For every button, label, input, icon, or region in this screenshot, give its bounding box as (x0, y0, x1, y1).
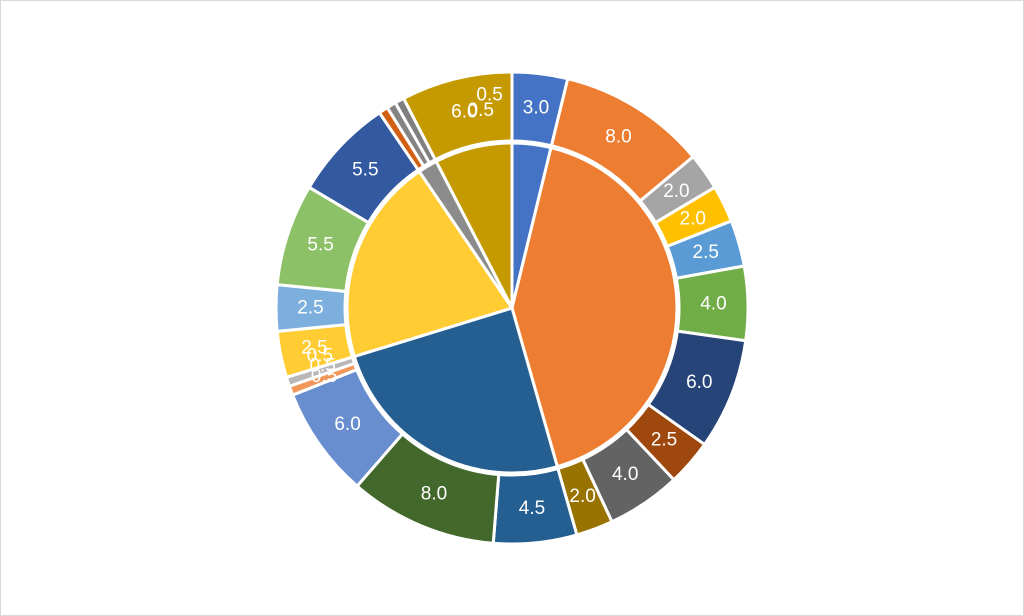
segment-label-1: 3.0 (523, 97, 549, 118)
small-segment-label-2: 0.5 (476, 85, 502, 106)
small-segment-label-4: 0.5 (309, 355, 335, 376)
small-segment-label-1: 0.5 (468, 100, 494, 121)
inner-slice-4 (345, 169, 515, 359)
small-segment-label-5: 0.5 (307, 345, 333, 366)
segment-label-17: 2.5 (297, 298, 323, 319)
segment-label-6: 4.0 (700, 293, 726, 314)
inner-slice-3 (352, 306, 560, 475)
segment-label-2: 8.0 (605, 126, 631, 147)
segment-label-16: 2.5 (301, 337, 327, 358)
segment-label-13: 6.0 (334, 414, 360, 435)
segment-label-19: 5.5 (352, 159, 378, 180)
segment-label-11: 4.5 (519, 498, 545, 519)
data-labels: 3.0 8.0 2.0 2.0 2.5 4.0 6.0 2.5 4.0 2.0 4.5 8.0 6.0 2… (297, 85, 726, 519)
segment-label-8: 2.5 (651, 430, 677, 451)
segment-label-4: 2.0 (680, 209, 706, 230)
inner-ring (345, 141, 679, 475)
outer-ring (274, 70, 750, 546)
inner-slice-6 (434, 141, 514, 309)
segment-label-5: 2.5 (693, 242, 719, 263)
segment-label-7: 6.0 (686, 372, 712, 393)
segment-label-3: 2.0 (663, 181, 689, 202)
inner-slice-2 (510, 145, 679, 469)
segment-label-9: 4.0 (612, 464, 638, 485)
segment-label-18: 5.5 (307, 234, 333, 255)
outer-segment-23 (401, 70, 514, 162)
segment-label-12: 8.0 (421, 483, 447, 504)
segment-label-10: 2.0 (569, 486, 595, 507)
small-segment-label-3: 0.5 (311, 366, 337, 387)
segment-label-23: 6.0 (451, 102, 477, 123)
